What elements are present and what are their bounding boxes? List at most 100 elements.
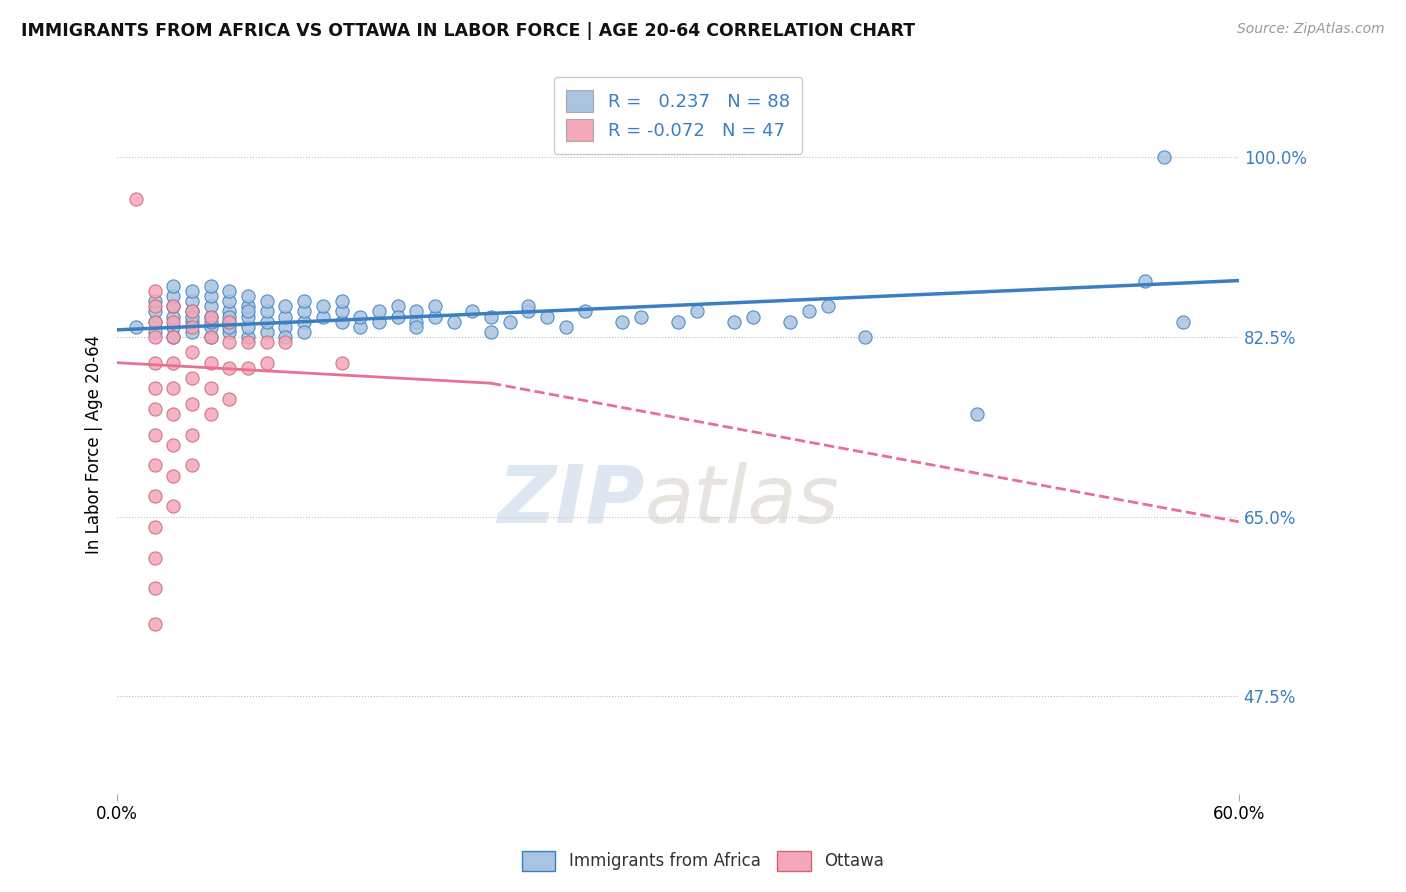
Point	[387, 299, 409, 313]
Point	[330, 294, 353, 309]
Point	[610, 315, 633, 329]
Point	[1153, 151, 1175, 165]
Point	[143, 284, 166, 298]
Point	[536, 310, 558, 324]
Text: ZIP: ZIP	[496, 461, 644, 540]
Point	[181, 315, 204, 329]
Point	[274, 299, 297, 313]
Point	[181, 319, 204, 334]
Point	[162, 319, 184, 334]
Point	[517, 304, 540, 318]
Point	[162, 289, 184, 303]
Point	[292, 294, 315, 309]
Point	[143, 330, 166, 344]
Point	[479, 807, 502, 822]
Point	[423, 310, 446, 324]
Y-axis label: In Labor Force | Age 20-64: In Labor Force | Age 20-64	[86, 335, 103, 554]
Point	[181, 304, 204, 318]
Point	[236, 335, 259, 350]
Point	[143, 617, 166, 632]
Point	[274, 310, 297, 324]
Point	[218, 310, 240, 324]
Point	[630, 310, 652, 324]
Point	[779, 315, 801, 329]
Point	[723, 315, 745, 329]
Point	[200, 278, 222, 293]
Point	[236, 289, 259, 303]
Point	[236, 299, 259, 313]
Point	[349, 319, 371, 334]
Point	[236, 304, 259, 318]
Point	[200, 407, 222, 421]
Point	[143, 325, 166, 339]
Point	[181, 427, 204, 442]
Point	[274, 335, 297, 350]
Point	[666, 315, 689, 329]
Point	[387, 310, 409, 324]
Point	[181, 397, 204, 411]
Point	[143, 356, 166, 370]
Text: Source: ZipAtlas.com: Source: ZipAtlas.com	[1237, 22, 1385, 37]
Point	[1135, 274, 1157, 288]
Point	[162, 299, 184, 313]
Point	[554, 319, 576, 334]
Point	[405, 304, 427, 318]
Point	[817, 299, 839, 313]
Point	[162, 278, 184, 293]
Point	[517, 299, 540, 313]
Point	[162, 468, 184, 483]
Point	[330, 315, 353, 329]
Point	[423, 299, 446, 313]
Point	[181, 458, 204, 473]
Point	[312, 299, 335, 313]
Point	[330, 304, 353, 318]
Point	[181, 304, 204, 318]
Point	[405, 315, 427, 329]
Point	[143, 458, 166, 473]
Point	[479, 310, 502, 324]
Point	[218, 284, 240, 298]
Point	[499, 315, 522, 329]
Point	[200, 381, 222, 395]
Point	[162, 310, 184, 324]
Point	[274, 319, 297, 334]
Point	[218, 304, 240, 318]
Point	[367, 304, 389, 318]
Point	[181, 310, 204, 324]
Point	[200, 315, 222, 329]
Point	[292, 325, 315, 339]
Point	[200, 330, 222, 344]
Point	[218, 392, 240, 406]
Point	[966, 407, 988, 421]
Point	[686, 304, 709, 318]
Point	[143, 299, 166, 313]
Point	[312, 310, 335, 324]
Point	[143, 294, 166, 309]
Point	[200, 319, 222, 334]
Point	[181, 371, 204, 385]
Point	[162, 299, 184, 313]
Point	[1171, 315, 1194, 329]
Point	[162, 500, 184, 514]
Point	[256, 304, 278, 318]
Point	[218, 360, 240, 375]
Point	[143, 489, 166, 503]
Legend: R =   0.237   N = 88, R = -0.072   N = 47: R = 0.237 N = 88, R = -0.072 N = 47	[554, 77, 803, 153]
Text: IMMIGRANTS FROM AFRICA VS OTTAWA IN LABOR FORCE | AGE 20-64 CORRELATION CHART: IMMIGRANTS FROM AFRICA VS OTTAWA IN LABO…	[21, 22, 915, 40]
Point	[853, 330, 876, 344]
Point	[200, 299, 222, 313]
Point	[200, 310, 222, 324]
Point	[181, 325, 204, 339]
Point	[143, 304, 166, 318]
Point	[236, 330, 259, 344]
Point	[162, 330, 184, 344]
Point	[218, 335, 240, 350]
Point	[162, 381, 184, 395]
Point	[143, 381, 166, 395]
Point	[236, 360, 259, 375]
Point	[162, 407, 184, 421]
Point	[200, 356, 222, 370]
Point	[125, 319, 148, 334]
Text: atlas: atlas	[644, 461, 839, 540]
Point	[256, 356, 278, 370]
